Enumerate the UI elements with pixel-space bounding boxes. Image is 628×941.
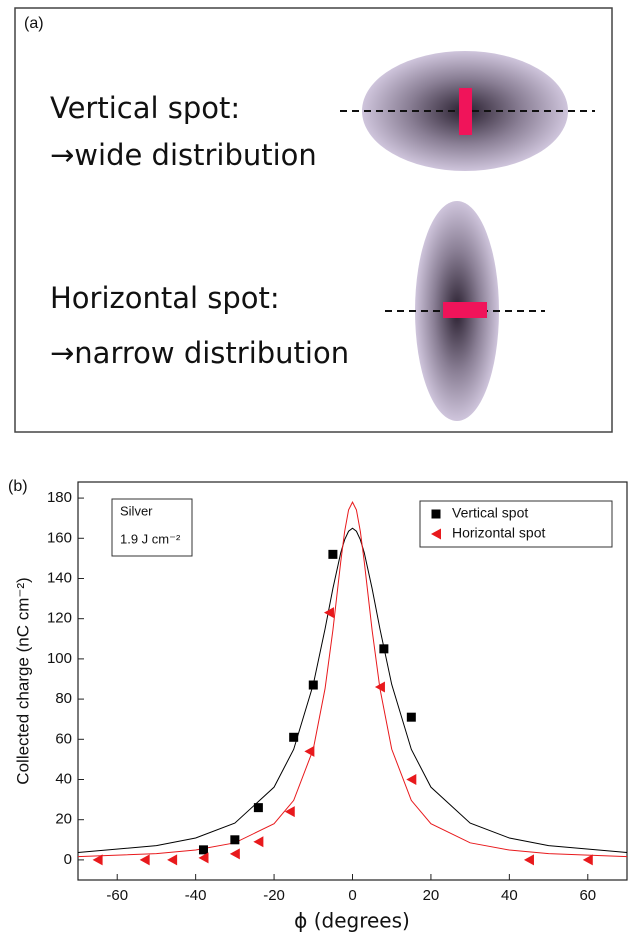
marker-square [379,644,389,654]
y-tick-label: 180 [47,489,72,506]
x-tick-label: -60 [106,887,128,904]
vertical-spot [459,88,472,135]
marker-triangle [229,848,240,860]
marker-triangle [374,681,385,693]
y-tick-label: 0 [64,851,72,868]
y-tick-label: 120 [47,610,72,627]
x-axis-label: ϕ (degrees) [294,909,410,933]
vertical-title: Vertical spot: [50,91,240,125]
horizontal-spot [443,302,487,318]
y-tick-label: 100 [47,650,72,667]
marker-triangle [92,854,103,866]
horizontal-desc: →narrow distribution [50,336,349,370]
y-tick-label: 40 [55,770,72,787]
y-tick-label: 60 [55,730,72,747]
marker-square [328,549,338,559]
marker-square [198,845,208,855]
x-tick-label: 60 [579,887,596,904]
y-tick-label: 80 [55,690,72,707]
fit-curve [77,527,628,853]
panel-label: (b) [8,478,28,495]
fit-curve [77,500,628,858]
marker-triangle [253,836,264,848]
x-tick-label: -40 [185,887,207,904]
y-tick-label: 160 [47,529,72,546]
marker-square [230,835,240,845]
marker-triangle [582,854,593,866]
marker-triangle [284,806,295,818]
vertical-desc: →wide distribution [50,138,317,172]
marker-triangle [406,773,417,785]
marker-triangle [523,854,534,866]
x-tick-label: 40 [501,887,518,904]
annotation: Silver [120,503,153,518]
annotation: 1.9 J cm⁻² [120,531,181,546]
marker-square [253,803,263,813]
legend-marker [431,509,441,519]
y-axis-label: Collected charge (nC cm⁻²) [13,577,32,784]
legend-label: Vertical spot [452,505,528,521]
horizontal-title: Horizontal spot: [50,281,280,315]
annotation-box [111,498,193,557]
marker-triangle [304,745,315,757]
x-tick-label: 0 [348,887,356,904]
marker-triangle [323,607,334,619]
legend-label: Horizontal spot [452,525,545,541]
y-tick-label: 20 [55,811,72,828]
marker-triangle [139,854,150,866]
y-tick-label: 140 [47,569,72,586]
marker-square [308,680,318,690]
marker-triangle [198,852,209,864]
marker-triangle [167,854,178,866]
legend-marker [431,528,441,540]
legend-box [419,500,613,548]
x-tick-label: -20 [263,887,285,904]
marker-square [406,712,416,722]
x-tick-label: 20 [423,887,440,904]
panel-label: (a) [24,15,44,32]
marker-square [289,732,299,742]
